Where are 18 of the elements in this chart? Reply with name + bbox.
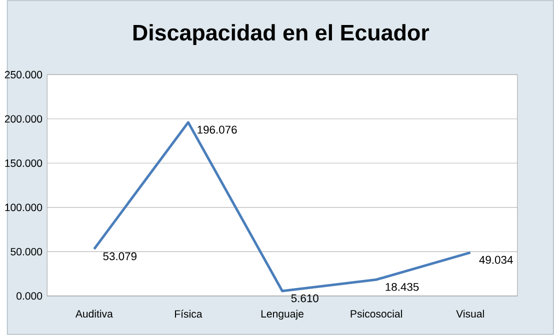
y-tick-label: 150.000: [5, 159, 42, 167]
data-label: 53.079: [103, 252, 136, 260]
y-tick-label: 200.000: [4, 115, 42, 123]
x-tick-label: Lenguaje: [261, 310, 304, 320]
y-tick-label: 0.000: [16, 292, 42, 300]
chart-title: Discapacidad en el Ecuador: [133, 24, 430, 46]
x-tick-label: Visual: [456, 310, 484, 318]
data-label: 18.435: [386, 283, 419, 291]
line-series: [92, 121, 472, 292]
y-tick-label: 250.000: [4, 70, 42, 78]
data-label: 49.034: [479, 256, 513, 264]
y-tick-label: 100.000: [5, 204, 42, 212]
data-label: 196.076: [198, 126, 237, 134]
x-tick-label: Psicosocial: [350, 310, 402, 318]
y-tick-label: 50.000: [10, 248, 42, 256]
data-label: 5.610: [291, 294, 318, 302]
x-tick-label: Auditiva: [75, 310, 113, 318]
x-tick-label: Física: [175, 310, 202, 318]
